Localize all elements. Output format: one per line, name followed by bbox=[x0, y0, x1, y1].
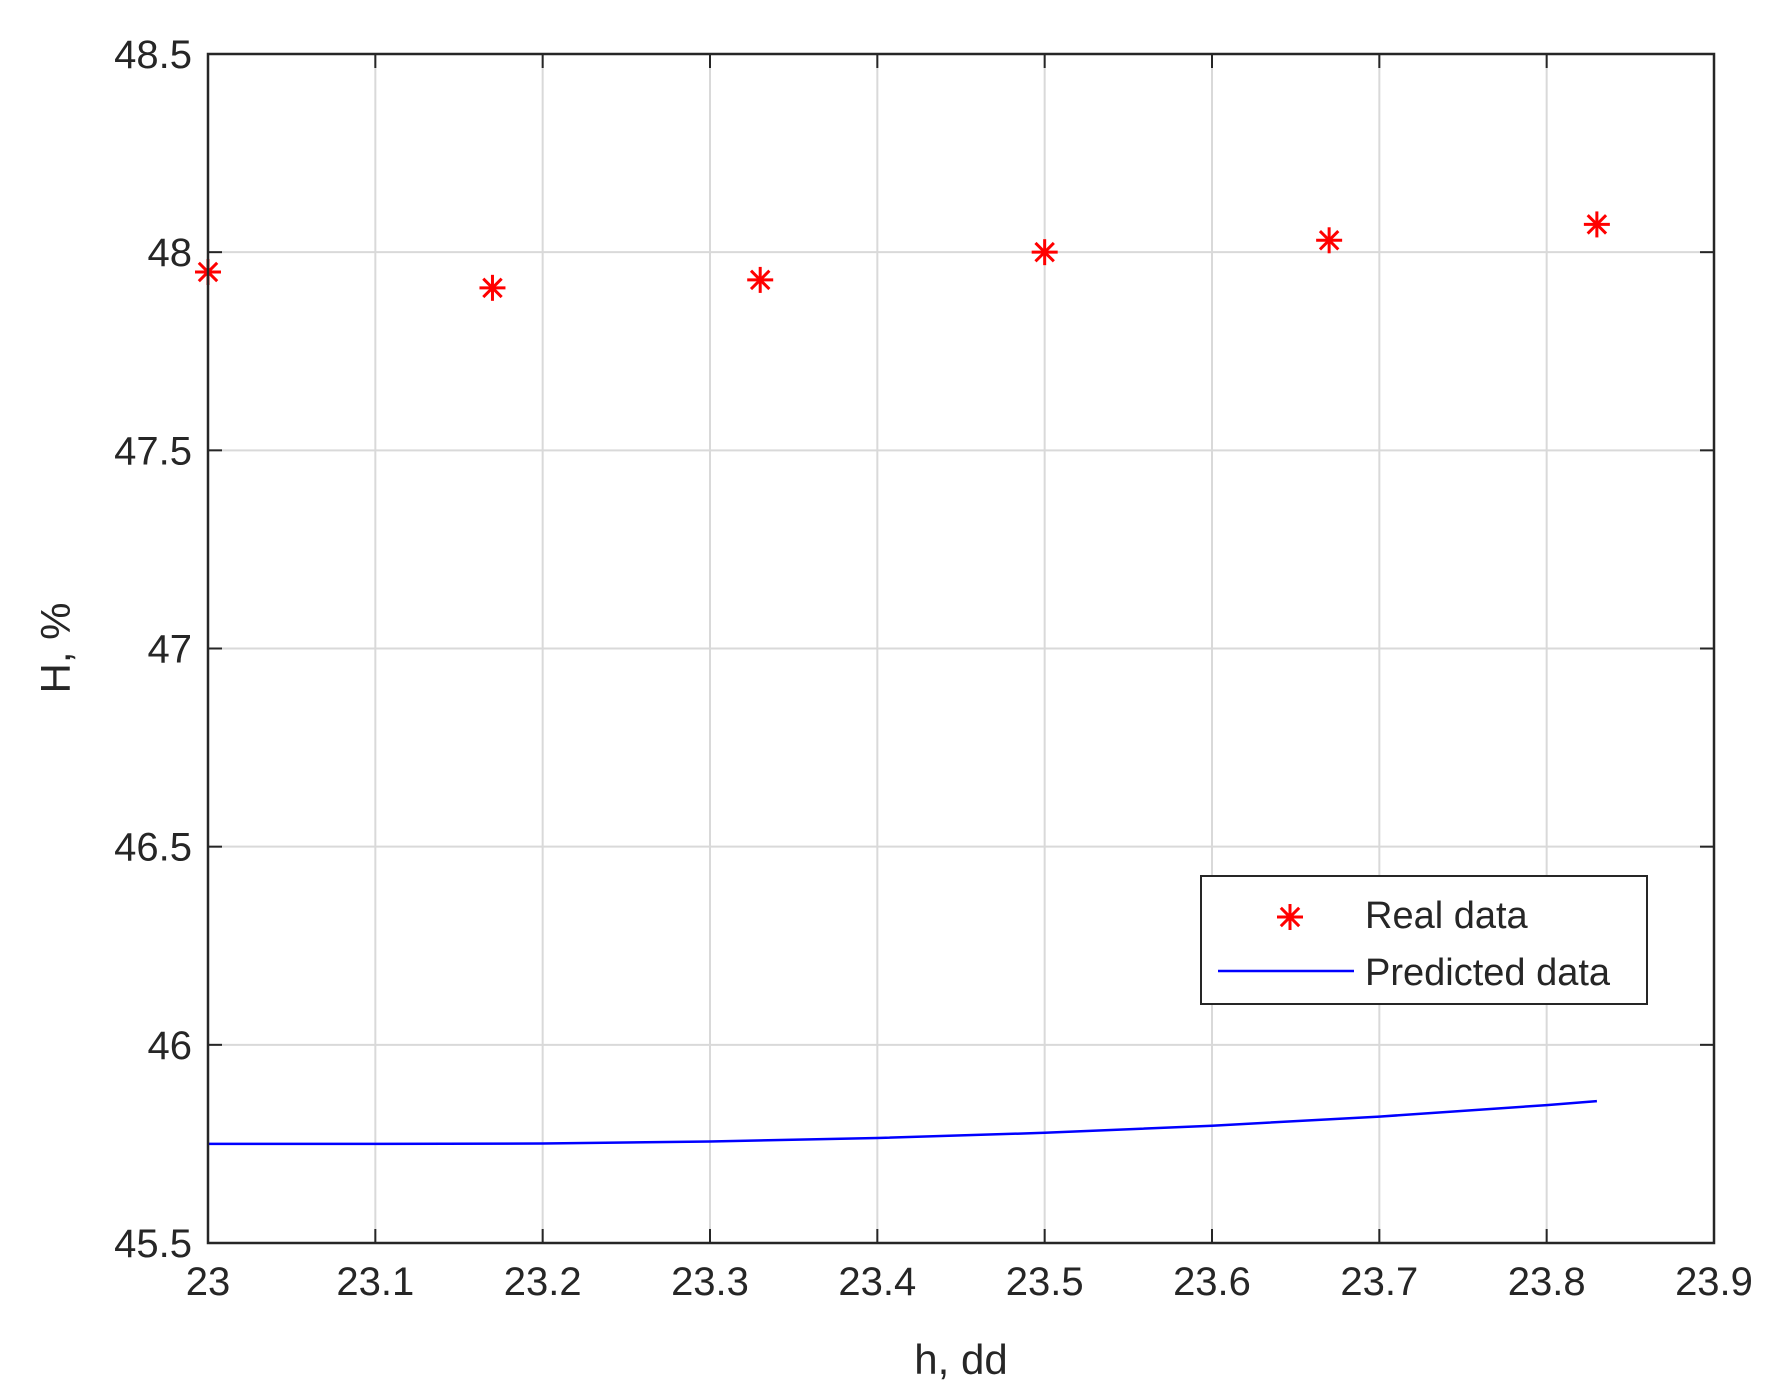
legend-real-data-marker-icon bbox=[1277, 904, 1303, 930]
y-tick-label: 46.5 bbox=[114, 826, 192, 870]
x-tick-labels: 23 23.1 23.2 23.3 23.4 23.5 23.6 23.7 23.8 23.9 bbox=[186, 1260, 1753, 1304]
x-tick-label: 23.4 bbox=[838, 1260, 916, 1304]
x-tick-label: 23.5 bbox=[1006, 1260, 1084, 1304]
grid bbox=[208, 54, 1714, 1243]
legend: Real data Predicted data bbox=[1200, 875, 1648, 1005]
x-tick-label: 23.6 bbox=[1173, 1260, 1251, 1304]
real-data-point bbox=[1316, 227, 1343, 254]
real-data-point bbox=[1583, 211, 1610, 238]
legend-real-data-label: Real data bbox=[1365, 895, 1529, 937]
legend-asterisk bbox=[1277, 904, 1303, 930]
x-tick-label: 23.9 bbox=[1675, 1260, 1753, 1304]
y-tick-label: 48 bbox=[148, 231, 193, 275]
predicted-data-line bbox=[208, 1099, 1597, 1146]
x-tick-label: 23.1 bbox=[336, 1260, 414, 1304]
x-tick-label: 23.8 bbox=[1508, 1260, 1586, 1304]
y-tick-labels: 45.5 46 46.5 47 47.5 48 48.5 bbox=[114, 33, 192, 1266]
x-tick-label: 23.7 bbox=[1340, 1260, 1418, 1304]
y-tick-label: 47 bbox=[148, 628, 193, 672]
real-data-point bbox=[747, 266, 774, 293]
y-tick-label: 45.5 bbox=[114, 1222, 192, 1266]
y-tick-label: 48.5 bbox=[114, 33, 192, 77]
y-tick-label: 47.5 bbox=[114, 429, 192, 473]
x-axis-label: h, dd bbox=[914, 1336, 1007, 1383]
x-tick-label: 23.3 bbox=[671, 1260, 749, 1304]
predicted-data-series bbox=[208, 1099, 1597, 1146]
x-tick-label: 23.2 bbox=[504, 1260, 582, 1304]
real-data-point bbox=[1031, 239, 1058, 266]
legend-predicted-data-label: Predicted data bbox=[1365, 952, 1611, 994]
legend-box bbox=[1200, 875, 1648, 1005]
real-data-point bbox=[479, 274, 506, 301]
y-tick-label: 46 bbox=[148, 1024, 193, 1068]
axis-ticks bbox=[207, 53, 1715, 1244]
y-axis-label: H, % bbox=[32, 602, 79, 693]
x-tick-label: 23 bbox=[186, 1260, 231, 1304]
